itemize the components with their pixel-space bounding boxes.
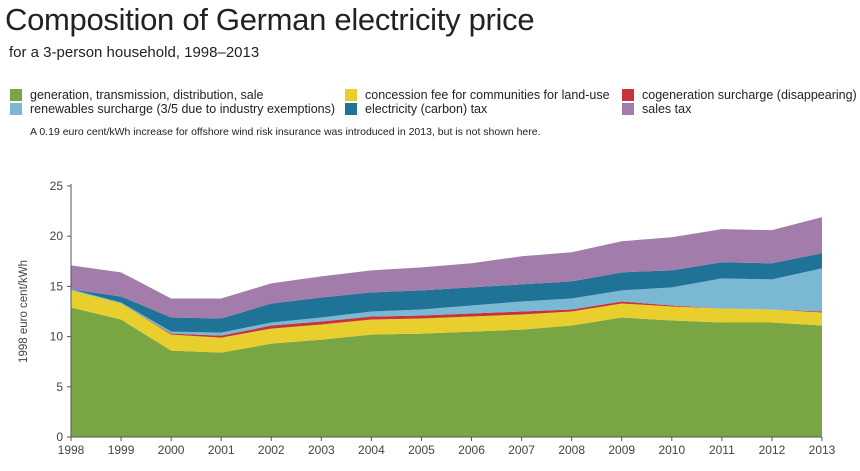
legend-swatch bbox=[345, 89, 357, 101]
x-tick-label: 1999 bbox=[108, 443, 135, 457]
y-tick-label: 0 bbox=[56, 430, 63, 444]
y-tick-label: 25 bbox=[50, 179, 64, 193]
area-series-5 bbox=[71, 217, 822, 319]
legend-label: concession fee for communities for land-… bbox=[365, 88, 610, 102]
legend-label: renewables surcharge (3/5 due to industr… bbox=[30, 102, 336, 116]
x-tick-label: 2004 bbox=[358, 443, 385, 457]
legend-swatch bbox=[10, 103, 22, 115]
legend-swatch bbox=[622, 89, 634, 101]
legend-label: electricity (carbon) tax bbox=[365, 102, 488, 116]
legend-item-carbon-tax: electricity (carbon) tax bbox=[345, 102, 487, 116]
x-tick-label: 2000 bbox=[158, 443, 185, 457]
chart-subtitle: for a 3-person household, 1998–2013 bbox=[9, 44, 260, 61]
x-tick-label: 1998 bbox=[58, 443, 85, 457]
legend-item-cogeneration: cogeneration surcharge (disappearing) bbox=[622, 88, 857, 102]
x-tick-label: 2007 bbox=[508, 443, 535, 457]
x-tick-label: 2005 bbox=[408, 443, 435, 457]
y-tick-label: 10 bbox=[50, 330, 64, 344]
legend-swatch bbox=[622, 103, 634, 115]
area-series-3 bbox=[71, 268, 822, 336]
legend-item-concession: concession fee for communities for land-… bbox=[345, 88, 610, 102]
x-tick-label: 2002 bbox=[258, 443, 285, 457]
x-tick-label: 2006 bbox=[458, 443, 485, 457]
legend-swatch bbox=[345, 103, 357, 115]
y-tick-label: 5 bbox=[56, 380, 63, 394]
legend-item-sales-tax: sales tax bbox=[622, 102, 691, 116]
x-tick-label: 2012 bbox=[759, 443, 786, 457]
legend-item-generation: generation, transmission, distribution, … bbox=[10, 88, 263, 102]
x-tick-label: 2001 bbox=[208, 443, 235, 457]
area-series-4 bbox=[71, 253, 822, 333]
legend-label: cogeneration surcharge (disappearing) bbox=[642, 88, 857, 102]
y-tick-label: 20 bbox=[50, 229, 64, 243]
chart-title: Composition of German electricity price bbox=[5, 2, 535, 37]
area-series-1 bbox=[71, 290, 822, 353]
x-tick-label: 2011 bbox=[709, 443, 735, 457]
legend-item-renewables: renewables surcharge (3/5 due to industr… bbox=[10, 102, 335, 116]
area-series-0 bbox=[71, 307, 822, 437]
x-tick-label: 2013 bbox=[809, 443, 836, 457]
y-tick-label: 15 bbox=[50, 279, 64, 293]
x-tick-label: 2009 bbox=[608, 443, 635, 457]
legend-swatch bbox=[10, 89, 22, 101]
y-axis-label: 1998 euro cent/kWh bbox=[18, 260, 30, 363]
chart-note: A 0.19 euro cent/kWh increase for offsho… bbox=[30, 126, 541, 138]
legend-label: generation, transmission, distribution, … bbox=[30, 88, 264, 102]
x-tick-label: 2003 bbox=[308, 443, 335, 457]
legend-label: sales tax bbox=[642, 102, 692, 116]
x-tick-label: 2010 bbox=[658, 443, 685, 457]
x-tick-label: 2008 bbox=[558, 443, 585, 457]
